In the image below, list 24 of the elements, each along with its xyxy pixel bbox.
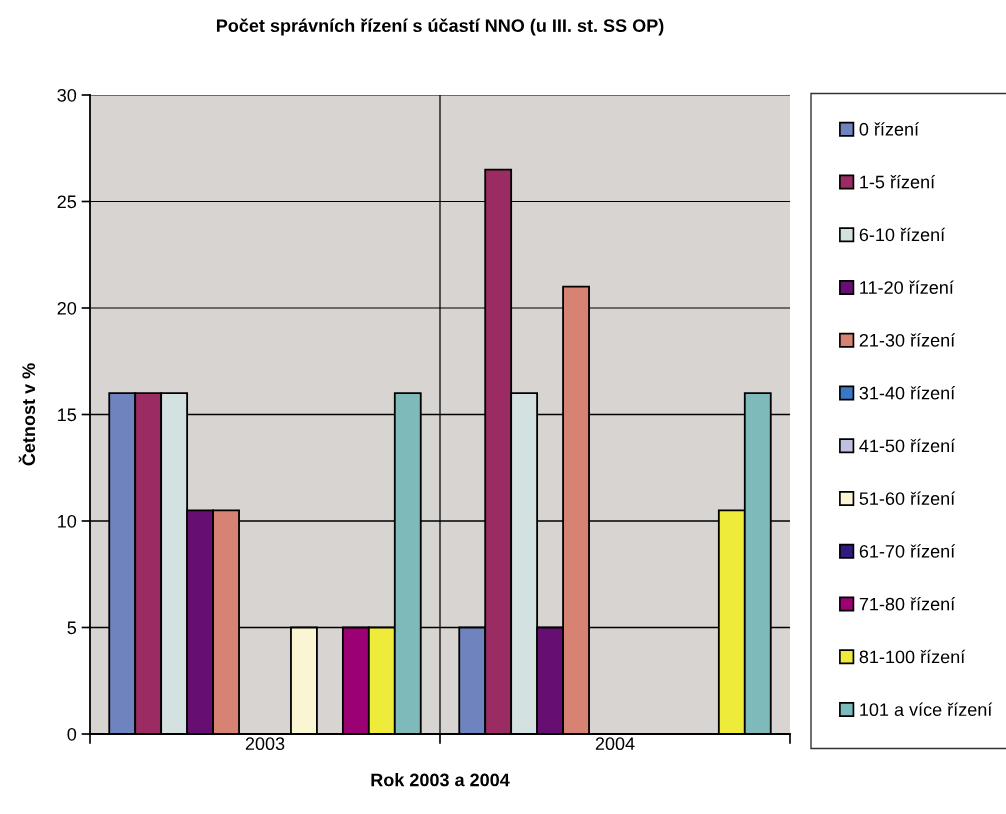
y-tick-label: 10 — [58, 514, 77, 528]
y-tick-label: 30 — [57, 88, 77, 102]
legend-label: 11-20 řízení — [860, 280, 954, 294]
y-tick-label: 5 — [67, 621, 77, 635]
chart-title: Počet správních řízení s účastí NNO (u III. st. SS OP) — [216, 18, 664, 36]
x-tick-label: 2004 — [595, 737, 635, 751]
y-tick-label: 25 — [57, 195, 77, 209]
legend-label: 101 a více řízení — [860, 702, 993, 717]
legend-label: 21-30 řízení — [859, 333, 956, 347]
x-axis-title: Rok 2003 a 2004 — [371, 773, 510, 787]
y-tick-label: 20 — [57, 301, 77, 315]
legend-label: 41-50 řízení — [859, 438, 956, 453]
x-tick-label: 2003 — [245, 737, 285, 751]
legend-label: 71-80 řízení — [859, 597, 956, 611]
y-axis-title: Četnost v % — [18, 363, 36, 466]
legend-label: 1-5 řízení — [860, 174, 936, 189]
legend-label: 51-60 řízení — [859, 491, 956, 505]
y-tick-label: 0 — [67, 727, 77, 741]
legend-label: 0 řízení — [859, 122, 919, 136]
legend-label: 6-10 řízení — [859, 227, 946, 242]
legend-label: 61-70 řízení — [859, 544, 956, 558]
y-tick-label: 15 — [58, 408, 77, 422]
legend-label: 31-40 řízení — [859, 385, 956, 400]
legend-label: 81-100 řízení — [859, 649, 966, 664]
